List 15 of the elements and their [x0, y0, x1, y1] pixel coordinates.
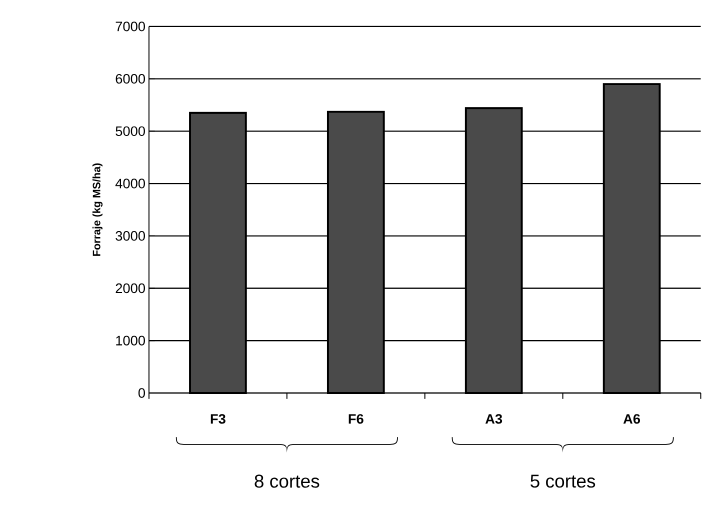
x-tick-label: F6: [348, 414, 364, 424]
x-tick-label: F3: [210, 414, 226, 424]
y-tick-label: 1000: [116, 336, 145, 346]
y-axis-title: Forraje (kg MS/ha): [92, 163, 103, 256]
y-tick-label: 4000: [115, 178, 145, 188]
y-tick-label: 2000: [116, 283, 145, 293]
text: 5 cortes: [530, 474, 596, 488]
text: 8 cortes: [254, 474, 320, 488]
y-tick-label: 0: [138, 388, 145, 398]
y-tick-label: 5000: [116, 126, 145, 136]
y-tick-label: 7000: [116, 21, 145, 32]
y-tick-label: 3000: [116, 230, 145, 241]
x-tick-label: A6: [623, 414, 640, 424]
y-tick-label: 6000: [116, 74, 145, 84]
x-tick-label: A3: [485, 414, 502, 424]
